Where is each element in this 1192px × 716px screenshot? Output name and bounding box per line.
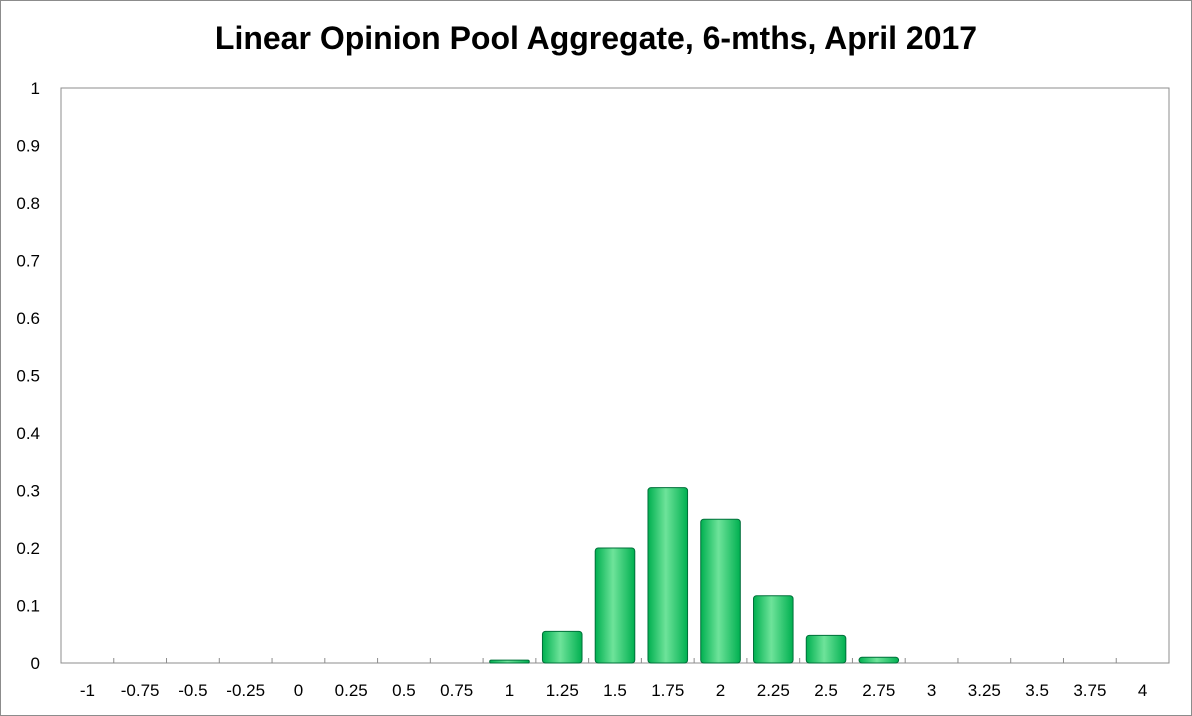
y-tick-label: 0.5 [16, 367, 40, 386]
y-tick-label: 0.3 [16, 482, 40, 501]
y-axis: 0 0.1 0.2 0.3 0.4 0.5 0.6 0.7 0.8 0.9 1 [16, 79, 40, 673]
x-tick-label: -0.75 [121, 681, 160, 700]
x-tick-label: -0.25 [226, 681, 265, 700]
x-tick-label: -1 [80, 681, 95, 700]
x-tick-label: 2.5 [814, 681, 838, 700]
bar-2.5 [805, 634, 847, 664]
x-tick-label: 2.25 [757, 681, 790, 700]
x-tick-label: 0.75 [440, 681, 473, 700]
y-tick-label: 0 [31, 654, 40, 673]
x-tick-label: 3.75 [1073, 681, 1106, 700]
bar-2.25 [753, 595, 794, 664]
y-tick-label: 0.7 [16, 252, 40, 271]
x-tick-label: 0 [294, 681, 303, 700]
bar-1 [489, 659, 530, 664]
bar-1.5 [594, 547, 636, 664]
x-tick-label: 3.25 [968, 681, 1001, 700]
x-tick-label: 4 [1138, 681, 1147, 700]
bar-2 [700, 518, 741, 664]
y-tick-label: 0.9 [16, 137, 40, 156]
y-tick-label: 0.1 [16, 597, 40, 616]
x-tick-label: 3.5 [1025, 681, 1049, 700]
y-tick-label: 0.2 [16, 539, 40, 558]
x-tick-label: 2 [716, 681, 725, 700]
x-tick-label: 0.5 [392, 681, 416, 700]
chart-title: Linear Opinion Pool Aggregate, 6-mths, A… [214, 20, 978, 56]
x-tick-label: 1 [505, 681, 514, 700]
x-tick-label: -0.5 [178, 681, 207, 700]
y-tick-label: 0.6 [16, 309, 40, 328]
x-tick-label: 2.75 [862, 681, 895, 700]
bar-1.25 [541, 630, 583, 664]
x-axis: -1 -0.75 -0.5 -0.25 0 0.25 0.5 0.75 1 1.25 1.5 1.75… [80, 658, 1147, 700]
bar-2.75 [858, 656, 900, 664]
x-tick-label: 3 [927, 681, 936, 700]
x-tick-label: 1.5 [603, 681, 627, 700]
y-tick-label: 0.4 [16, 424, 40, 443]
x-tick-label: 1.25 [546, 681, 579, 700]
bar-1.75 [647, 487, 689, 664]
y-tick-label: 1 [31, 79, 40, 98]
x-tick-label: 1.75 [651, 681, 684, 700]
bars-group [489, 487, 900, 664]
x-tick-label: 0.25 [335, 681, 368, 700]
y-tick-label: 0.8 [16, 194, 40, 213]
